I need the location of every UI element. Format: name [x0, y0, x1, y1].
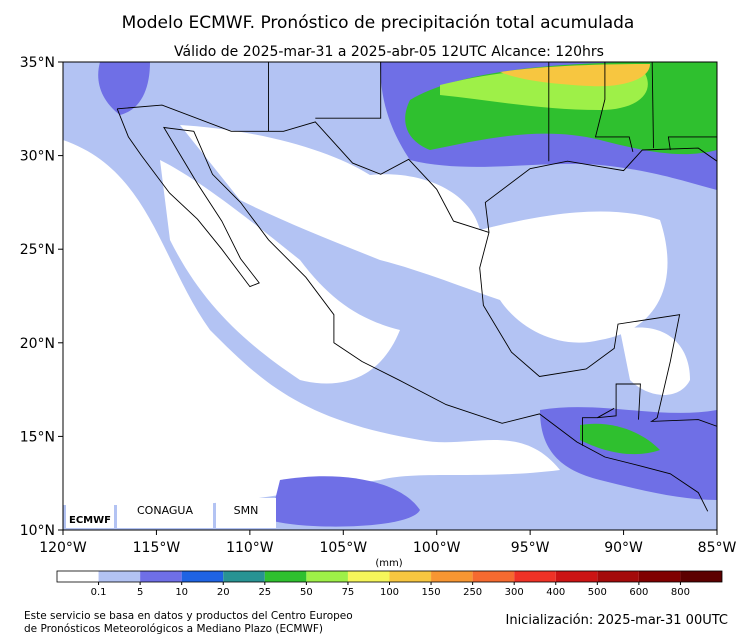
footer-left: Este servicio se basa en datos y product… — [24, 610, 353, 622]
colorbar-unit: (mm) — [375, 558, 402, 569]
colorbar-label: 50 — [300, 587, 313, 598]
colorbar-swatch — [57, 571, 99, 582]
colorbar-label: 250 — [463, 587, 482, 598]
colorbar-swatch — [555, 571, 598, 582]
lon-label: 105°W — [319, 540, 367, 556]
coastline — [315, 62, 382, 119]
subtitle: Válido de 2025-mar-31 a 2025-abr-05 12UT… — [174, 44, 604, 60]
colorbar-label: 10 — [175, 587, 188, 598]
coastline — [116, 108, 709, 512]
title: Modelo ECMWF. Pronóstico de precipitació… — [122, 13, 635, 33]
colorbar-label: 500 — [588, 587, 607, 598]
colorbar-swatch — [431, 571, 473, 582]
colorbar-label: 25 — [258, 587, 271, 598]
colorbar-label: 150 — [422, 587, 441, 598]
colorbar-label: 400 — [546, 587, 565, 598]
lat-label: 10°N — [20, 523, 55, 539]
lon-label: 85°W — [698, 540, 737, 556]
colorbar-swatch — [389, 571, 432, 582]
map: ECMWF CONAGUA SMN — [63, 62, 717, 530]
lat-label: 35°N — [20, 55, 55, 71]
colorbar-label: 300 — [505, 587, 524, 598]
coastline — [582, 383, 641, 446]
colorbar-swatch — [514, 571, 556, 582]
colorbar-swatch — [680, 571, 722, 582]
logo-text: CONAGUA — [137, 504, 193, 517]
colorbar-swatch — [347, 571, 390, 582]
colorbar-swatch — [638, 571, 681, 582]
colorbar-swatch — [223, 571, 265, 582]
colorbar-swatch — [597, 571, 639, 582]
colorbar-swatch — [472, 571, 515, 582]
footer-right: Inicialización: 2025-mar-31 00UTC — [506, 613, 729, 628]
colorbar-swatch — [264, 571, 307, 582]
lat-label: 30°N — [20, 149, 55, 165]
footer-left: de Pronósticos Meteorológicos a Mediano … — [24, 623, 323, 635]
colorbar-label: 800 — [671, 587, 690, 598]
coastline — [479, 232, 717, 427]
coastline — [484, 147, 717, 233]
colorbar-label: 75 — [342, 587, 355, 598]
colorbar-label: 0.1 — [91, 587, 107, 598]
colorbar-swatch — [98, 571, 141, 582]
lon-label: 120°W — [39, 540, 87, 556]
logo-text: SMN — [234, 504, 259, 517]
colorbar-label: 20 — [217, 587, 230, 598]
coastline — [651, 62, 654, 149]
coastline — [597, 407, 615, 419]
coastline — [594, 62, 634, 153]
colorbar-label: 5 — [137, 587, 143, 598]
coastline — [667, 62, 717, 151]
colorbar-label: 100 — [380, 587, 399, 598]
map-frame — [62, 61, 718, 531]
colorbar-label: 600 — [629, 587, 648, 598]
colorbar-swatch — [181, 571, 224, 582]
lon-label: 95°W — [511, 540, 550, 556]
coastline — [117, 104, 490, 233]
lat-label: 20°N — [20, 336, 55, 352]
lon-label: 100°W — [413, 540, 461, 556]
colorbar-swatch — [140, 571, 182, 582]
logo-text: ECMWF — [69, 515, 111, 526]
lat-label: 25°N — [20, 242, 55, 258]
lon-label: 110°W — [226, 540, 274, 556]
colorbar-swatch — [306, 571, 348, 582]
lat-label: 15°N — [20, 429, 55, 445]
lon-label: 90°W — [604, 540, 643, 556]
lon-label: 115°W — [133, 540, 181, 556]
